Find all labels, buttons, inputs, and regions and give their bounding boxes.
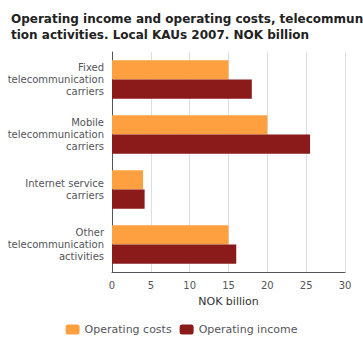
svg-text:Operating costs: Operating costs — [85, 323, 172, 336]
svg-text:Operating income and operating: Operating income and operating costs, te… — [11, 12, 363, 26]
svg-text:30: 30 — [339, 280, 352, 291]
svg-text:5: 5 — [148, 280, 154, 291]
svg-text:telecommunication: telecommunication — [8, 74, 104, 85]
svg-text:NOK billion: NOK billion — [198, 295, 259, 308]
svg-text:Mobile: Mobile — [71, 117, 104, 128]
svg-text:carriers: carriers — [66, 190, 104, 201]
svg-text:Internet service: Internet service — [25, 178, 104, 189]
svg-text:0: 0 — [109, 280, 115, 291]
svg-text:carriers: carriers — [66, 141, 104, 152]
svg-text:telecommunication: telecommunication — [8, 239, 104, 250]
svg-text:activities: activities — [59, 251, 104, 262]
svg-text:telecommunication: telecommunication — [8, 129, 104, 140]
svg-text:tion activities. Local KAUs 20: tion activities. Local KAUs 2007. NOK bi… — [11, 28, 309, 42]
svg-text:Other: Other — [76, 227, 105, 238]
svg-text:25: 25 — [300, 280, 313, 291]
svg-text:Fixed: Fixed — [78, 62, 104, 73]
svg-text:carriers: carriers — [66, 86, 104, 97]
svg-text:Operating income: Operating income — [199, 323, 298, 336]
svg-text:20: 20 — [261, 280, 274, 291]
svg-text:10: 10 — [183, 280, 196, 291]
svg-text:15: 15 — [222, 280, 235, 291]
